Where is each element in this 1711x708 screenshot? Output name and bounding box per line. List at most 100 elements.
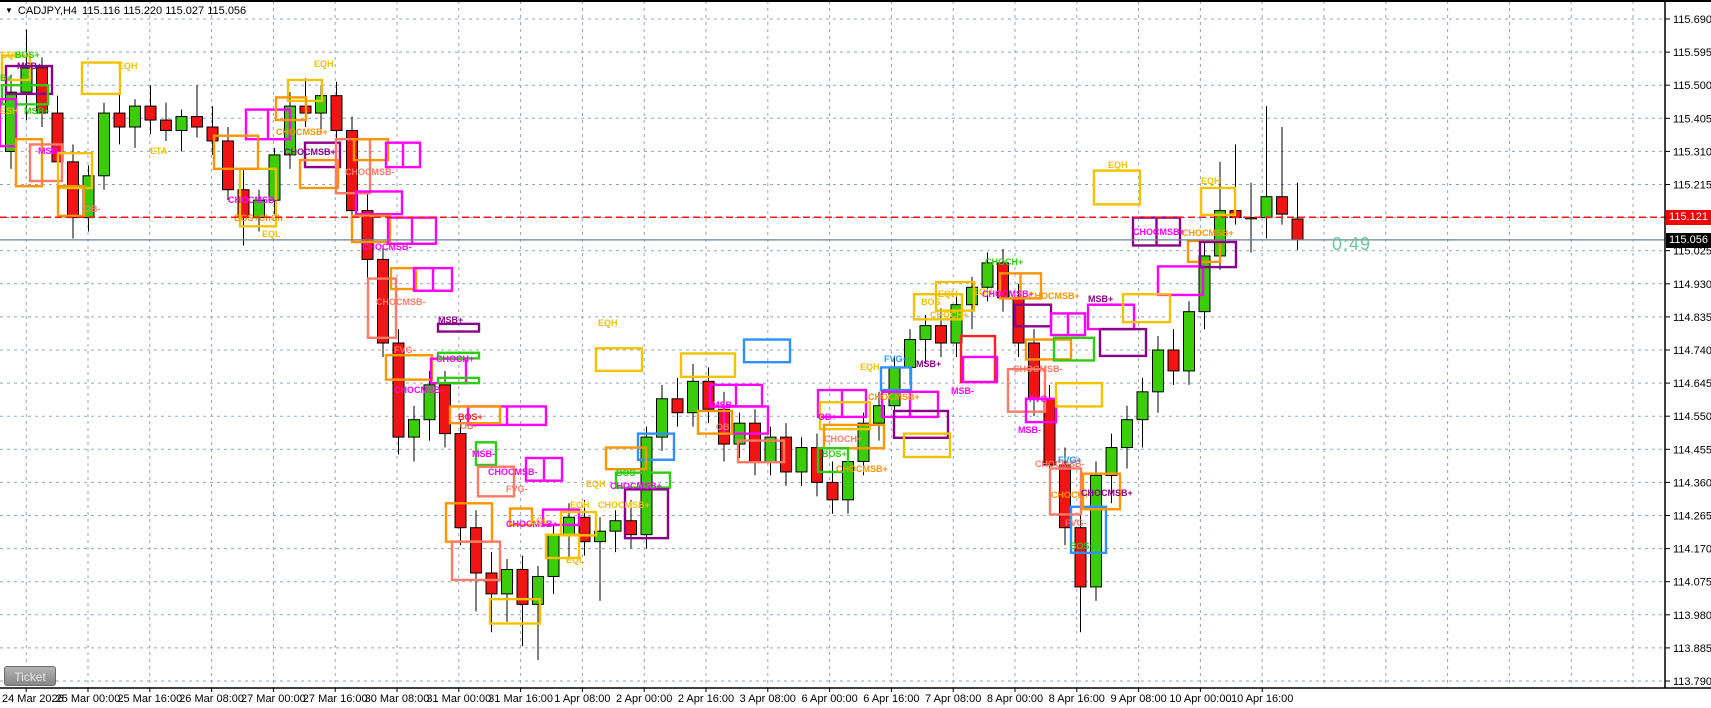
svg-text:CHOCMSB+: CHOCMSB+	[276, 127, 328, 137]
svg-text:MSB+: MSB+	[17, 61, 42, 71]
svg-text:113.885: 113.885	[1673, 643, 1711, 655]
svg-text:FVG+: FVG+	[884, 354, 908, 364]
svg-text:BOS+: BOS+	[1070, 541, 1095, 551]
svg-text:EQH: EQH	[973, 287, 993, 297]
svg-text:115.690: 115.690	[1673, 14, 1711, 26]
svg-text:CHOCMSB+: CHOCMSB+	[1081, 488, 1133, 498]
svg-text:MSB-: MSB-	[712, 400, 735, 410]
svg-text:113.790: 113.790	[1673, 676, 1711, 688]
indicator-zones	[0, 54, 1238, 625]
svg-text:BOS+: BOS+	[15, 50, 40, 60]
svg-text:OB-: OB-	[716, 422, 733, 432]
svg-text:6 Apr 00:00: 6 Apr 00:00	[801, 693, 857, 705]
svg-text:31 Mar 16:00: 31 Mar 16:00	[488, 693, 553, 705]
symbol-timeframe: CADJPY,H4	[17, 5, 78, 17]
svg-text:CHOCH+: CHOCH+	[1051, 490, 1089, 500]
svg-text:114.550: 114.550	[1673, 411, 1711, 423]
svg-text:CHOCMSB+: CHOCMSB+	[284, 147, 336, 157]
svg-text:EQH: EQH	[860, 362, 880, 372]
svg-text:6 Apr 16:00: 6 Apr 16:00	[863, 693, 919, 705]
svg-text:114.170: 114.170	[1673, 544, 1711, 556]
axis-labels: 115.690 115.595 115.500 115.405 115.310 115.2…	[2, 14, 1711, 705]
svg-text:115.025: 115.025	[1673, 246, 1711, 258]
svg-text:26 Mar 08:00: 26 Mar 08:00	[179, 693, 244, 705]
svg-text:B+: B+	[0, 73, 12, 83]
svg-text:25 Mar 00:00: 25 Mar 00:00	[56, 693, 121, 705]
svg-text:8 Apr 00:00: 8 Apr 00:00	[987, 693, 1043, 705]
svg-text:OB+: OB+	[818, 412, 837, 422]
svg-text:114.360: 114.360	[1673, 477, 1711, 489]
svg-text:CHOCMSB+: CHOCMSB+	[1133, 227, 1185, 237]
svg-text:CHOCMSB+: CHOCMSB+	[598, 500, 650, 510]
candle-countdown: 0:49	[1332, 234, 1372, 254]
svg-text:FVG-: FVG-	[1029, 394, 1051, 404]
svg-text:MSB-: MSB-	[472, 449, 495, 459]
svg-text:MSB-: MSB-	[38, 146, 61, 156]
svg-text:2 Apr 00:00: 2 Apr 00:00	[616, 693, 672, 705]
svg-text:1 Apr 08:00: 1 Apr 08:00	[554, 693, 610, 705]
svg-text:25 Mar 16:00: 25 Mar 16:00	[117, 693, 182, 705]
svg-text:MSB+: MSB+	[916, 359, 941, 369]
svg-text:CHOCMSB-: CHOCMSB-	[362, 242, 412, 252]
svg-text:CHOCMSB+: CHOCMSB+	[982, 289, 1034, 299]
svg-text:CHOCMSB+: CHOCMSB+	[610, 481, 662, 491]
svg-text:115.310: 115.310	[1673, 146, 1711, 158]
svg-text:114.265: 114.265	[1673, 511, 1711, 523]
svg-text:BOS+: BOS+	[822, 449, 847, 459]
svg-text:113.980: 113.980	[1673, 610, 1711, 622]
svg-text:2 Apr 16:00: 2 Apr 16:00	[678, 693, 734, 705]
svg-text:CHOCH+: CHOCH+	[930, 310, 968, 320]
ohlc-summary: 115.116 115.220 115.027 115.056	[82, 5, 247, 17]
svg-text:FVG+: FVG+	[1058, 455, 1082, 465]
svg-text:CHOCMSB-: CHOCMSB-	[228, 195, 278, 205]
svg-text:CHOCMSB-: CHOCMSB-	[1035, 459, 1085, 469]
svg-text:OB-: OB-	[460, 421, 477, 431]
svg-text:MSB+: MSB+	[1088, 294, 1113, 304]
svg-text:30 Mar 08:00: 30 Mar 08:00	[365, 693, 430, 705]
svg-text:CHOCMSB+: CHOCMSB+	[836, 464, 888, 474]
svg-text:114.930: 114.930	[1673, 279, 1711, 291]
svg-text:CHOCMSB-: CHOCMSB-	[376, 297, 426, 307]
svg-text:9 Apr 08:00: 9 Apr 08:00	[1110, 693, 1166, 705]
svg-text:10 Apr 00:00: 10 Apr 00:00	[1169, 693, 1231, 705]
svg-text:115.595: 115.595	[1673, 47, 1711, 59]
svg-text:EQL: EQL	[530, 516, 549, 526]
svg-text:CHOCMSB+: CHOCMSB+	[868, 392, 920, 402]
svg-text:24 Mar 2026: 24 Mar 2026	[2, 693, 64, 705]
svg-text:114.075: 114.075	[1673, 577, 1711, 589]
svg-text:BOS: BOS	[921, 297, 941, 307]
svg-text:FVG-: FVG-	[1065, 518, 1087, 528]
svg-text:MSB+: MSB+	[24, 106, 49, 116]
svg-text:10 Apr 16:00: 10 Apr 16:00	[1231, 693, 1293, 705]
svg-text:115.215: 115.215	[1673, 180, 1711, 192]
svg-text:27 Mar 16:00: 27 Mar 16:00	[303, 693, 368, 705]
svg-text:ESH: ESH	[0, 106, 19, 116]
svg-text:FVG-: FVG-	[506, 484, 528, 494]
svg-text:27 Mar 00:00: 27 Mar 00:00	[241, 693, 306, 705]
svg-text:CHOCMSB-: CHOCMSB-	[394, 385, 444, 395]
ticket-button[interactable]: Ticket	[4, 666, 56, 686]
svg-text:EQH: EQH	[1201, 176, 1221, 186]
candles	[5, 29, 1304, 661]
svg-text:CHOCH+: CHOCH+	[824, 434, 862, 444]
svg-text:EQH: EQH	[598, 318, 618, 328]
svg-text:MSB+: MSB+	[438, 315, 463, 325]
bid-price-badge: 115.056	[1666, 233, 1711, 248]
svg-text:CHOCMSB-: CHOCMSB-	[488, 467, 538, 477]
svg-text:BOS: BOS	[616, 468, 636, 478]
svg-text:114.740: 114.740	[1673, 345, 1711, 357]
svg-text:CHOCMSB+: CHOCMSB+	[1182, 228, 1234, 238]
svg-text:EQH: EQH	[1108, 160, 1128, 170]
svg-text:CHOCH+: CHOCH+	[436, 354, 474, 364]
svg-text:115.500: 115.500	[1673, 80, 1711, 92]
svg-text:31 Mar 00:00: 31 Mar 00:00	[426, 693, 491, 705]
symbol-dropdown-icon[interactable]: ▼	[5, 6, 13, 15]
svg-text:MSB-: MSB-	[1018, 425, 1041, 435]
svg-text:CHOCMSB-: CHOCMSB-	[345, 167, 395, 177]
svg-text:ETA: ETA	[150, 146, 168, 156]
svg-text:114.835: 114.835	[1673, 312, 1711, 324]
svg-text:7 Apr 08:00: 7 Apr 08:00	[925, 693, 981, 705]
svg-text:CHOCMSB+: CHOCMSB+	[1028, 291, 1080, 301]
svg-text:114.645: 114.645	[1673, 378, 1711, 390]
